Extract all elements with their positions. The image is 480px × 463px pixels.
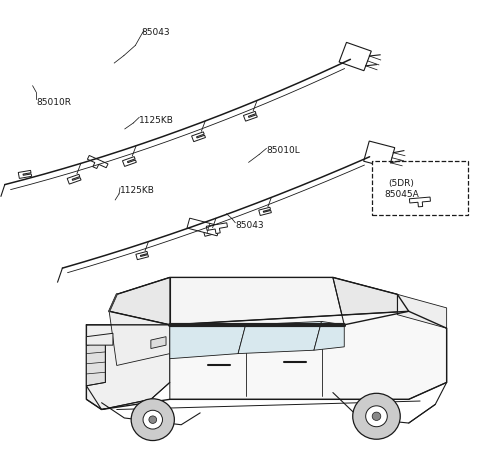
Polygon shape [238,322,322,354]
Polygon shape [333,278,408,325]
Polygon shape [86,325,170,410]
Text: 85043: 85043 [142,28,170,37]
Text: 85045A: 85045A [384,190,419,199]
Polygon shape [339,43,372,72]
Polygon shape [109,312,170,366]
Polygon shape [243,112,257,122]
Circle shape [143,410,162,429]
Text: 85010R: 85010R [36,97,71,106]
Polygon shape [170,325,246,359]
Polygon shape [259,208,271,216]
Polygon shape [204,229,216,237]
Circle shape [353,394,400,439]
Text: 1125KB: 1125KB [120,185,155,194]
Bar [372,162,468,215]
Polygon shape [86,333,113,345]
Polygon shape [136,252,148,260]
Circle shape [372,412,381,420]
Polygon shape [109,278,408,325]
Polygon shape [206,223,228,234]
Polygon shape [397,294,446,329]
Polygon shape [409,198,431,207]
Text: 85010L: 85010L [266,146,300,155]
Text: (5DR): (5DR) [388,178,414,188]
Circle shape [366,406,387,427]
Polygon shape [314,322,344,350]
Polygon shape [18,171,32,179]
Text: 85043: 85043 [235,220,264,229]
Polygon shape [86,342,106,386]
Polygon shape [109,278,170,325]
Polygon shape [187,219,220,236]
Polygon shape [170,312,446,400]
Polygon shape [67,175,81,185]
Text: 1125KB: 1125KB [139,116,174,125]
Polygon shape [87,156,108,169]
Polygon shape [122,157,136,167]
Circle shape [131,399,174,441]
Polygon shape [364,142,395,169]
Polygon shape [192,132,205,142]
Circle shape [149,416,156,424]
Polygon shape [151,337,166,349]
